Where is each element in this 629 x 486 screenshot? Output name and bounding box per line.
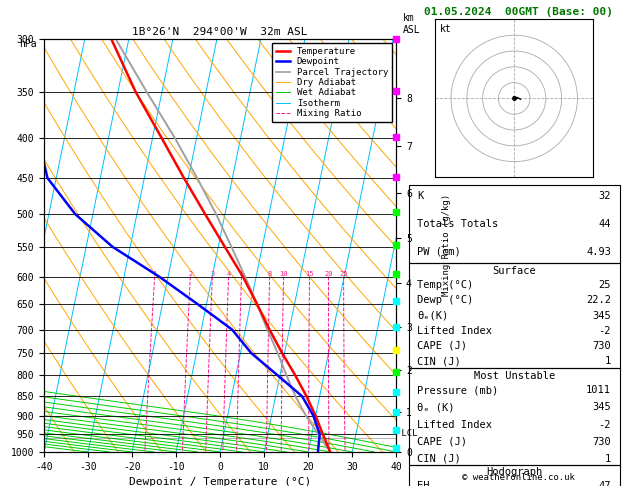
Bar — [409, 465, 620, 486]
Text: Totals Totals: Totals Totals — [417, 219, 499, 229]
Text: 1011: 1011 — [586, 385, 611, 395]
Text: 8: 8 — [267, 271, 272, 277]
Text: 3: 3 — [210, 271, 214, 277]
Text: 1: 1 — [152, 271, 157, 277]
Text: CIN (J): CIN (J) — [417, 356, 461, 366]
Text: θₑ (K): θₑ (K) — [417, 402, 455, 413]
Text: 1: 1 — [605, 356, 611, 366]
Text: EH: EH — [417, 482, 430, 486]
Text: Mixing Ratio (g/kg): Mixing Ratio (g/kg) — [442, 194, 451, 296]
Legend: Temperature, Dewpoint, Parcel Trajectory, Dry Adiabat, Wet Adiabat, Isotherm, Mi: Temperature, Dewpoint, Parcel Trajectory… — [272, 43, 392, 122]
Bar — [409, 368, 620, 465]
X-axis label: Dewpoint / Temperature (°C): Dewpoint / Temperature (°C) — [129, 477, 311, 486]
Text: CAPE (J): CAPE (J) — [417, 436, 467, 447]
Text: 345: 345 — [593, 402, 611, 413]
Text: km
ASL: km ASL — [403, 13, 421, 35]
Text: 345: 345 — [593, 311, 611, 321]
Text: 5: 5 — [240, 271, 243, 277]
Text: 32: 32 — [599, 191, 611, 201]
Text: 730: 730 — [593, 341, 611, 351]
Text: 730: 730 — [593, 436, 611, 447]
Text: Temp (°C): Temp (°C) — [417, 280, 474, 290]
Text: -2: -2 — [599, 419, 611, 430]
Text: 10: 10 — [279, 271, 288, 277]
Text: θₑ(K): θₑ(K) — [417, 311, 448, 321]
Text: Hodograph: Hodograph — [486, 467, 542, 477]
Text: 4: 4 — [226, 271, 231, 277]
Text: Lifted Index: Lifted Index — [417, 326, 493, 336]
Text: K: K — [417, 191, 423, 201]
Text: 20: 20 — [325, 271, 333, 277]
Bar — [409, 263, 620, 368]
Text: Pressure (mb): Pressure (mb) — [417, 385, 499, 395]
Text: Lifted Index: Lifted Index — [417, 419, 493, 430]
Text: 44: 44 — [599, 219, 611, 229]
Text: Most Unstable: Most Unstable — [474, 371, 555, 381]
Text: Dewp (°C): Dewp (°C) — [417, 295, 474, 305]
Text: 4.93: 4.93 — [586, 247, 611, 257]
Text: LCL: LCL — [396, 429, 418, 438]
Text: 01.05.2024  00GMT (Base: 00): 01.05.2024 00GMT (Base: 00) — [425, 7, 613, 17]
Text: 15: 15 — [305, 271, 314, 277]
Text: 25: 25 — [340, 271, 348, 277]
Text: 25: 25 — [599, 280, 611, 290]
Text: 2: 2 — [188, 271, 192, 277]
Text: 1: 1 — [605, 454, 611, 464]
Title: 1B°26'N  294°00'W  32m ASL: 1B°26'N 294°00'W 32m ASL — [132, 27, 308, 37]
Text: CAPE (J): CAPE (J) — [417, 341, 467, 351]
Text: kt: kt — [440, 24, 452, 34]
Text: hPa: hPa — [19, 39, 37, 49]
Text: © weatheronline.co.uk: © weatheronline.co.uk — [462, 473, 576, 482]
Text: -2: -2 — [599, 326, 611, 336]
Text: Surface: Surface — [493, 266, 536, 276]
Text: 22.2: 22.2 — [586, 295, 611, 305]
Bar — [409, 185, 620, 263]
Text: 47: 47 — [599, 482, 611, 486]
Text: CIN (J): CIN (J) — [417, 454, 461, 464]
Text: PW (cm): PW (cm) — [417, 247, 461, 257]
